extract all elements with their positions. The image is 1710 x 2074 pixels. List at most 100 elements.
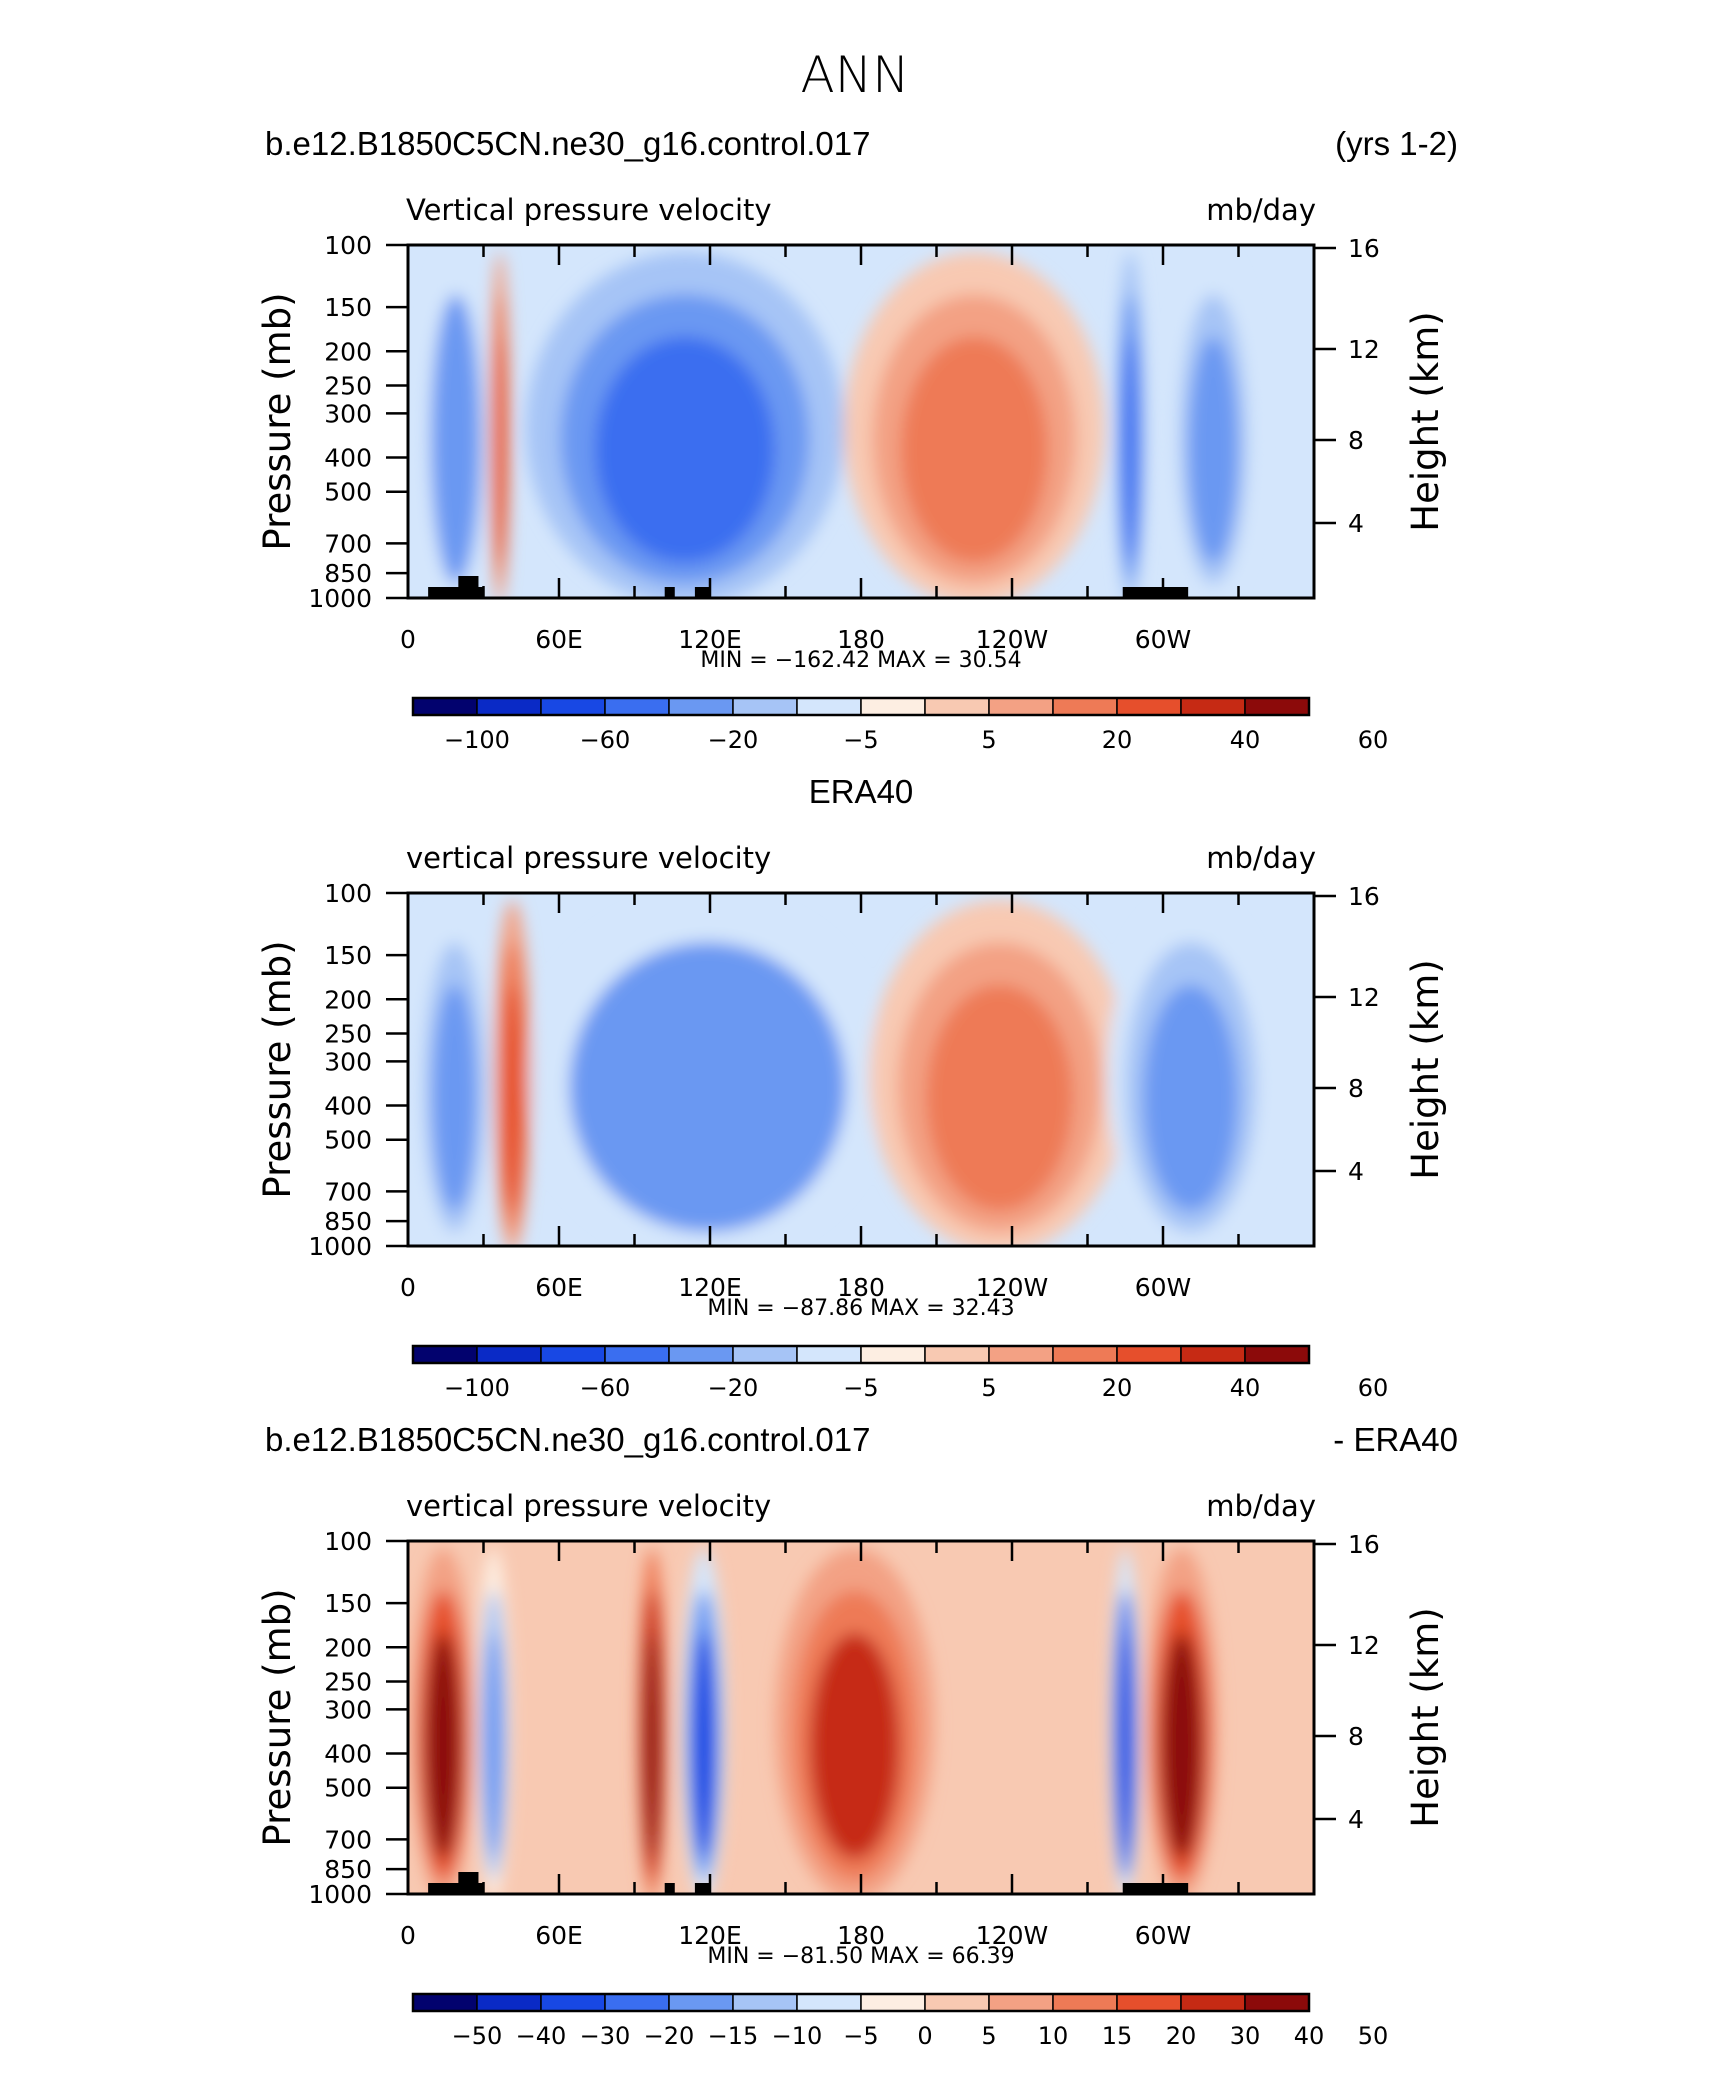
field-feature-6: [1188, 336, 1238, 563]
y-tick-label-right: 16: [1348, 882, 1380, 911]
field-feature-3: [607, 984, 808, 1211]
panel-variable: vertical pressure velocity: [406, 1489, 771, 1523]
colorbar-label: −20: [708, 726, 759, 754]
panel-center-title: ERA40: [809, 773, 914, 810]
y-tick-label-left: 100: [324, 231, 372, 260]
colorbar-swatch: [924, 1345, 990, 1364]
colorbar-label: 30: [1230, 2022, 1261, 2050]
y-tick-label-left: 100: [324, 1527, 372, 1556]
y-tick-label-left: 400: [324, 1092, 372, 1121]
x-tick-label: 120E: [678, 625, 742, 654]
x-tick-label: 120E: [678, 1921, 742, 1950]
colorbar-swatch: [924, 697, 990, 716]
colorbar-swatch: [668, 1993, 734, 2012]
topography-mask: [428, 1883, 484, 1894]
colorbar-swatch: [1244, 697, 1310, 716]
colorbar-label: 0: [917, 2022, 932, 2050]
colorbar-swatch: [540, 697, 606, 716]
x-tick-label: 120W: [976, 1273, 1048, 1302]
panel-units: mb/day: [1206, 193, 1316, 227]
colorbar-label: −5: [843, 2022, 878, 2050]
colorbar-swatch: [1052, 697, 1118, 716]
colorbar-label: 5: [981, 2022, 996, 2050]
colorbar-label: −40: [516, 2022, 567, 2050]
colorbar-label: −100: [444, 726, 510, 754]
panel-1: b.e12.B1850C5CN.ne30_g16.control.017 (yrs…: [256, 125, 1458, 754]
y-tick-label-left: 150: [324, 293, 372, 322]
x-tick-label: 0: [400, 1273, 416, 1302]
y-tick-label-right: 8: [1348, 426, 1364, 455]
x-tick-label: 120W: [976, 1921, 1048, 1950]
field-feature-1: [425, 1632, 462, 1859]
y-tick-label-left: 1000: [308, 584, 372, 613]
y-tick-label-right: 4: [1348, 1805, 1364, 1834]
y-tick-label-right: 4: [1348, 1157, 1364, 1186]
colorbar-frame: [411, 696, 1311, 717]
colorbar-label: 40: [1230, 1374, 1261, 1402]
y-tick-label-left: 200: [324, 337, 372, 366]
colorbar-swatch: [988, 1345, 1054, 1364]
panel-variable: vertical pressure velocity: [406, 841, 771, 875]
y-tick-label-left: 300: [324, 1047, 372, 1076]
colorbar-swatch: [668, 1345, 734, 1364]
y-tick-label-left: 400: [324, 1740, 372, 1769]
colorbar-swatch: [732, 1993, 798, 2012]
colorbar-swatch: [988, 697, 1054, 716]
y-tick-label-left: 100: [324, 879, 372, 908]
colorbar-swatch: [412, 697, 478, 716]
colorbar-label: 40: [1230, 726, 1261, 754]
colorbar-swatch: [604, 697, 670, 716]
y-tick-label-left: 200: [324, 985, 372, 1014]
colorbar-swatch: [1052, 1993, 1118, 2012]
colorbar-label: 20: [1166, 2022, 1197, 2050]
colorbar-swatch: [476, 1993, 542, 2012]
colorbar-swatch: [860, 1993, 926, 2012]
colorbar-swatch: [540, 1993, 606, 2012]
field-feature-2: [501, 984, 524, 1211]
field-feature-1: [432, 984, 477, 1211]
topography-mask: [458, 1872, 479, 1894]
y-tick-label-left: 150: [324, 1589, 372, 1618]
x-tick-label: 180: [837, 1921, 885, 1950]
x-tick-label: 60W: [1135, 625, 1192, 654]
colorbar-swatch: [476, 697, 542, 716]
y-tick-label-left: 700: [324, 529, 372, 558]
colorbar-frame: [411, 1992, 1311, 2013]
min-max-stats: MIN = −87.86 MAX = 32.43: [707, 1296, 1014, 1321]
y-tick-label-left: 500: [324, 1126, 372, 1155]
colorbar-label: −60: [580, 1374, 631, 1402]
y-tick-label-left: 250: [324, 1019, 372, 1048]
colorbar-frame: [411, 1344, 1311, 1365]
y-tick-label-right: 12: [1348, 1631, 1380, 1660]
y-tick-label-left: 700: [324, 1177, 372, 1206]
topography-mask: [428, 587, 484, 598]
field-feature-2: [494, 336, 506, 563]
field-feature-1: [437, 336, 474, 563]
topography-mask: [664, 587, 675, 598]
min-max-stats: MIN = −162.42 MAX = 30.54: [700, 648, 1021, 673]
y-tick-label-left: 850: [324, 1855, 372, 1884]
colorbar-swatch: [1244, 1345, 1310, 1364]
topography-mask: [694, 1883, 710, 1894]
y-axis-title-right: Height (km): [1404, 311, 1447, 531]
panel-left-title: b.e12.B1850C5CN.ne30_g16.control.017: [265, 125, 870, 162]
colorbar-swatch: [1244, 1993, 1310, 2012]
colorbar-label: 15: [1102, 2022, 1133, 2050]
y-tick-label-left: 200: [324, 1633, 372, 1662]
colorbar-swatch: [732, 1345, 798, 1364]
x-tick-label: 60E: [535, 1921, 583, 1950]
colorbar-swatch: [412, 1993, 478, 2012]
field-feature-5: [809, 1632, 900, 1859]
heatmap-field: [408, 1541, 1314, 1894]
field-feature-5: [1143, 984, 1239, 1211]
colorbar-swatch: [1180, 1993, 1246, 2012]
field-feature-4: [925, 984, 1074, 1211]
field-feature-2: [483, 1632, 504, 1859]
field-feature-4: [900, 336, 1048, 563]
y-axis-title-left: Pressure (mb): [256, 940, 299, 1198]
x-tick-label: 60W: [1135, 1273, 1192, 1302]
colorbar-swatch: [668, 697, 734, 716]
colorbar-label: −10: [772, 2022, 823, 2050]
panel-right-title: - ERA40: [1333, 1421, 1458, 1458]
